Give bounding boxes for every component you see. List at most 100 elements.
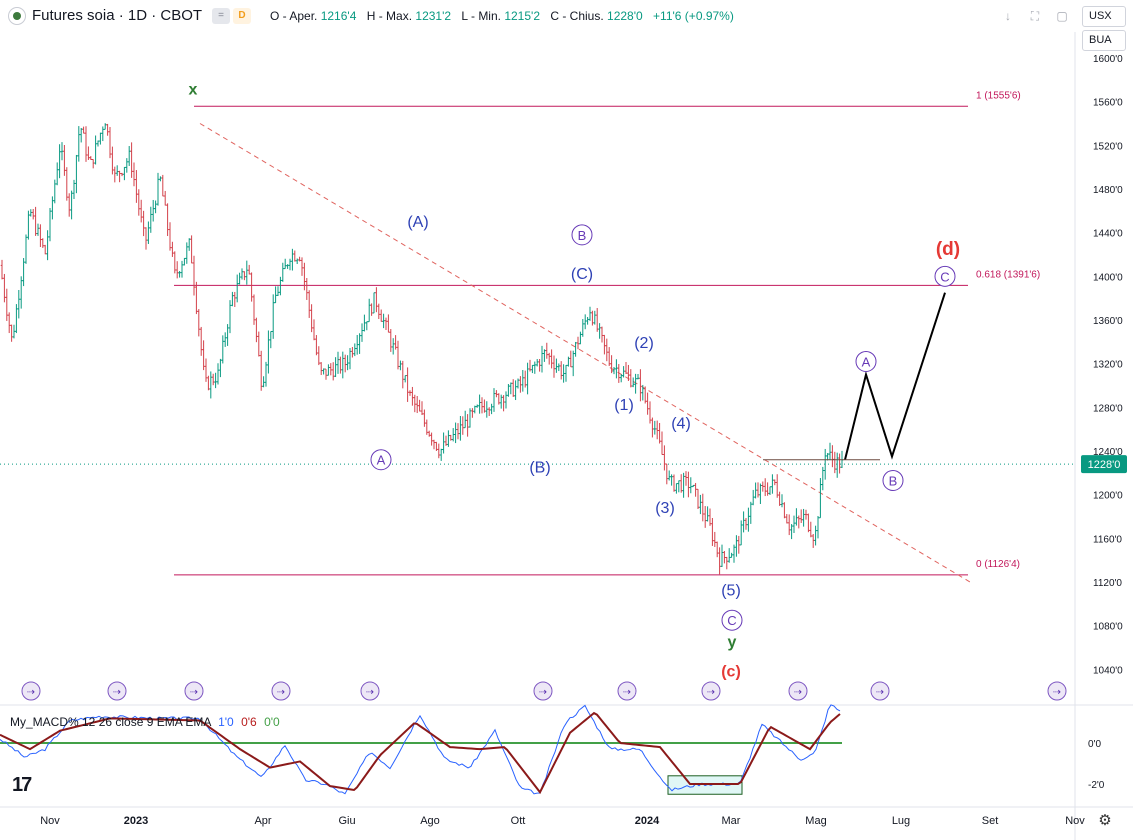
event-marker-icon[interactable] xyxy=(870,681,890,701)
low-value: 1215'2 xyxy=(504,9,540,23)
tradingview-logo[interactable]: 17 xyxy=(12,774,32,796)
event-marker-icon[interactable] xyxy=(184,681,204,701)
wave-label: B xyxy=(889,473,898,488)
fib-level-label: 0.618 (1391'6) xyxy=(976,269,1040,280)
macd-pane xyxy=(0,704,842,795)
close-value: 1228'0 xyxy=(607,9,643,23)
price-tick-label: 1080'0 xyxy=(1093,622,1123,633)
wave-label: C xyxy=(940,269,949,284)
event-marker-glyph: ⇢ xyxy=(1053,687,1061,698)
fib-levels: 1 (1555'6) 0.618 (1391'6) 0 (1126'4) xyxy=(174,90,1040,576)
price-tick-label: 1520'0 xyxy=(1093,141,1123,152)
price-tick-label: 1400'0 xyxy=(1093,272,1123,283)
event-marker-icon[interactable] xyxy=(788,681,808,701)
layout-icon[interactable]: ▢ xyxy=(1056,9,1068,23)
wave-label: (C) xyxy=(571,266,593,283)
time-tick-label: Set xyxy=(982,815,999,827)
symbol-title[interactable]: Futures soia · 1D · CBOT xyxy=(32,7,203,24)
event-marker-icon[interactable] xyxy=(617,681,637,701)
event-marker-icon[interactable] xyxy=(701,681,721,701)
price-tick-label: 1320'0 xyxy=(1093,360,1123,371)
wave-label: (2) xyxy=(634,335,654,352)
event-marker-glyph: ⇢ xyxy=(27,687,35,698)
price-grid xyxy=(0,32,1133,840)
macd-tick-label: 0'0 xyxy=(1088,739,1101,750)
histogram-value: 0'0 xyxy=(264,715,280,729)
price-tick-label: 1040'0 xyxy=(1093,665,1123,676)
wave-label: (3) xyxy=(655,500,675,517)
event-marker-glyph: ⇢ xyxy=(277,687,285,698)
trendline xyxy=(199,123,971,583)
time-tick-label: Ott xyxy=(511,815,526,827)
projection-line xyxy=(844,292,946,460)
wave-label: C xyxy=(727,613,736,628)
wave-circle xyxy=(370,449,392,471)
time-tick-label: 2024 xyxy=(635,815,660,827)
wave-circle xyxy=(882,469,904,491)
wave-label: A xyxy=(377,453,386,468)
event-marker-icon[interactable] xyxy=(21,681,41,701)
unit-select[interactable]: BUA xyxy=(1082,30,1126,51)
event-marker-icon[interactable] xyxy=(271,681,291,701)
last-price-label: 1228'0 xyxy=(1088,459,1121,471)
gear-icon[interactable]: ⚙ xyxy=(1098,812,1112,829)
wave-label: A xyxy=(862,354,871,369)
wave-label: (B) xyxy=(529,459,550,476)
signal-line xyxy=(0,711,841,795)
price-tick-label: 1360'0 xyxy=(1093,316,1123,327)
dashed-trendline xyxy=(199,123,971,583)
time-tick-label: Nov xyxy=(40,815,60,827)
time-tick-label: Mar xyxy=(722,815,741,827)
open-label: O - Aper. xyxy=(270,9,318,23)
time-tick-label: Nov xyxy=(1065,815,1085,827)
low-label: L - Min. xyxy=(461,9,501,23)
chart-header: Futures soia · 1D · CBOT = D O - Aper. 1… xyxy=(0,0,1133,51)
price-tick-label: 1560'0 xyxy=(1093,98,1123,109)
axes: 1600'0 1560'0 1520'0 1480'0 1440'0 1400'0 1360… xyxy=(40,54,1127,827)
wave-label: (d) xyxy=(936,239,960,260)
event-markers: ⇢ ⇢ ⇢ ⇢ ⇢ ⇢ ⇢ ⇢ ⇢ ⇢ ⇢ xyxy=(21,681,1067,701)
price-tick-label: 1280'0 xyxy=(1093,403,1123,414)
open-value: 1216'4 xyxy=(320,9,357,23)
wave-label: (4) xyxy=(671,416,691,433)
event-marker-icon[interactable] xyxy=(107,681,127,701)
wave-label: (1) xyxy=(614,397,634,414)
event-marker-glyph: ⇢ xyxy=(794,687,802,698)
wave-label: (5) xyxy=(721,583,741,600)
macd-title: My_MACD% 12 26 close 9 EMA EMA xyxy=(10,715,211,729)
time-tick-label: 2023 xyxy=(124,815,148,827)
fullscreen-icon[interactable]: ⛶ xyxy=(1030,9,1040,23)
wave-label: y xyxy=(728,634,737,651)
macd-legend[interactable]: My_MACD% 12 26 close 9 EMA EMA 1'0 0'6 0… xyxy=(10,715,280,729)
price-tick-label: 1240'0 xyxy=(1093,447,1123,458)
high-label: H - Max. xyxy=(366,9,413,23)
event-marker-glyph: ⇢ xyxy=(623,687,631,698)
time-tick-label: Apr xyxy=(254,815,271,827)
wave-labels: x (A) A B (C) (B) (2) (1) (4) (3) (5) Cy (c) (d) C A B xyxy=(189,82,961,681)
wave-label: x xyxy=(189,82,198,99)
price-tick-label: 1440'0 xyxy=(1093,229,1123,240)
price-tick-label: 1160'0 xyxy=(1093,534,1122,545)
download-arrow-icon[interactable]: ↓ xyxy=(1005,9,1011,23)
close-label: C - Chius. xyxy=(550,9,604,23)
price-tick-label: 1200'0 xyxy=(1093,491,1123,502)
event-marker-icon[interactable] xyxy=(1047,681,1067,701)
currency-select[interactable]: USX xyxy=(1082,6,1126,27)
price-tick-label: 1600'0 xyxy=(1093,54,1123,65)
high-value: 1231'2 xyxy=(415,9,452,23)
time-tick-label: Lug xyxy=(892,815,910,827)
wave-circle xyxy=(571,224,593,246)
time-tick-label: Giu xyxy=(338,815,355,827)
event-marker-icon[interactable] xyxy=(360,681,380,701)
wave-circle xyxy=(721,609,743,631)
event-marker-glyph: ⇢ xyxy=(876,687,884,698)
delayed-badge: D xyxy=(233,8,251,24)
fib-level-label: 0 (1126'4) xyxy=(976,559,1020,570)
price-tick-label: 1480'0 xyxy=(1093,185,1123,196)
fib-level-label: 1 (1555'6) xyxy=(976,90,1021,101)
event-marker-icon[interactable] xyxy=(533,681,553,701)
event-marker-glyph: ⇢ xyxy=(190,687,198,698)
wave-label: B xyxy=(578,228,587,243)
equal-badge: = xyxy=(212,8,230,24)
